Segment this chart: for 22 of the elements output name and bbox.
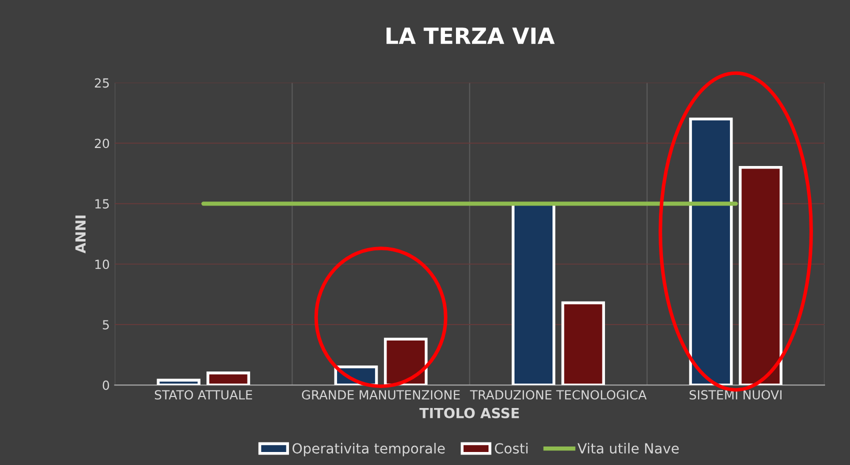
legend-label: Vita utile Nave	[578, 442, 679, 454]
x-axis-title: TITOLO ASSE	[419, 408, 519, 418]
y-tick-label: 10	[95, 260, 110, 270]
bar	[156, 378, 200, 386]
y-tick-label: 25	[94, 78, 109, 88]
y-tick-label: 15	[95, 199, 109, 209]
bar	[561, 301, 605, 386]
bar	[384, 338, 428, 386]
y-tick-label: 5	[102, 320, 109, 330]
y-tick-label: 0	[102, 380, 110, 390]
bar	[738, 166, 782, 386]
x-tick-label: GRANDE MANUTENZIONE	[302, 390, 460, 400]
x-tick-label: STATO ATTUALE	[154, 390, 252, 400]
bar	[689, 118, 733, 386]
y-tick-label: 20	[94, 138, 110, 148]
x-tick-label: SISTEMI NUOVI	[690, 390, 782, 400]
y-axis-title: ANNI	[75, 216, 86, 254]
legend-label: Costi	[494, 442, 528, 454]
bar	[206, 372, 250, 386]
legend-label: Operativita temporale	[292, 442, 445, 456]
chart-title: LA TERZA VIA	[386, 28, 555, 44]
x-tick-label: TRADUZIONE TECNOLOGICA	[470, 390, 647, 400]
